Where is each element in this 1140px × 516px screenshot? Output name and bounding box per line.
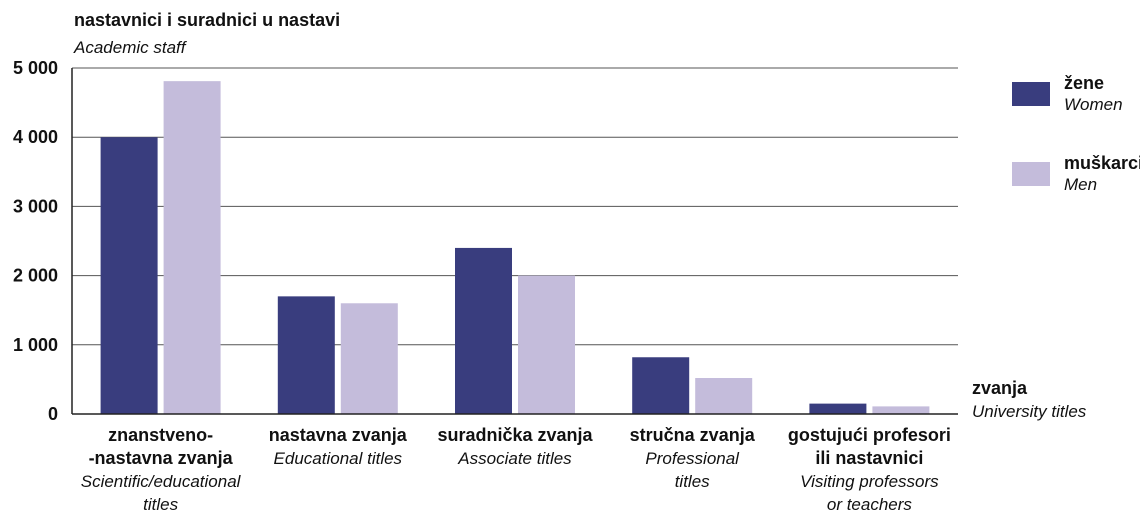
y-axis-title: nastavnici i suradnici u nastavi [74,10,341,30]
x-category-name: nastavna zvanja [268,425,407,445]
x-category-name: gostujući profesori ili nastavnici [787,425,951,468]
bar-women [809,403,867,414]
bar-women [455,247,512,414]
x-category-label: stručna zvanja Professional titles [604,424,780,493]
y-tick-label: 1 000 [13,335,58,355]
y-tick-label: 5 000 [13,58,58,78]
x-category-name-en: Educational titles [273,449,403,468]
y-tick-label: 2 000 [13,266,58,286]
y-tick-label: 4 000 [13,127,58,147]
x-category-name: stručna zvanja [629,425,755,445]
bar-men [340,303,398,414]
x-axis-title-block: zvanja University titles [972,376,1086,424]
x-category-name-en: Scientific/educational titles [80,472,241,514]
x-category-label: suradnička zvanja Associate titles [427,424,603,470]
legend-label-men: muškarci [1064,153,1140,173]
y-axis-title-en: Academic staff [74,38,186,57]
x-category-label: nastavna zvanja Educational titles [250,424,426,470]
bar-women [100,137,158,414]
bar-men [518,275,575,414]
x-category-name: znanstveno- -nastavna zvanja [88,425,233,468]
legend-label-women: žene [1064,73,1105,93]
bar-women [277,296,335,414]
bar-men [695,378,753,414]
x-axis-title-en: University titles [972,402,1087,421]
x-axis-title: zvanja [972,378,1028,398]
x-category-label: gostujući profesori ili nastavnici Visiti… [781,424,957,516]
legend-swatch-women [1012,82,1050,106]
y-axis-ticks: 0 1 000 2 000 3 000 4 000 5 000 [13,58,58,424]
legend-swatch-men [1012,162,1050,186]
y-tick-label: 3 000 [13,196,58,216]
x-category-name-en: Visiting professors or teachers [800,472,939,514]
x-category-label: znanstveno- -nastavna zvanja Scientific/e… [73,424,249,516]
x-category-name-en: Associate titles [458,449,572,468]
x-category-name: suradnička zvanja [437,425,593,445]
bar-men [872,406,930,414]
bar-women [632,357,690,414]
legend-label-women-en: Women [1064,95,1123,114]
y-tick-label: 0 [48,404,58,424]
legend-label-men-en: Men [1064,175,1098,194]
x-category-name-en: Professional titles [645,449,739,491]
bars [100,81,930,414]
bar-men [163,81,221,414]
